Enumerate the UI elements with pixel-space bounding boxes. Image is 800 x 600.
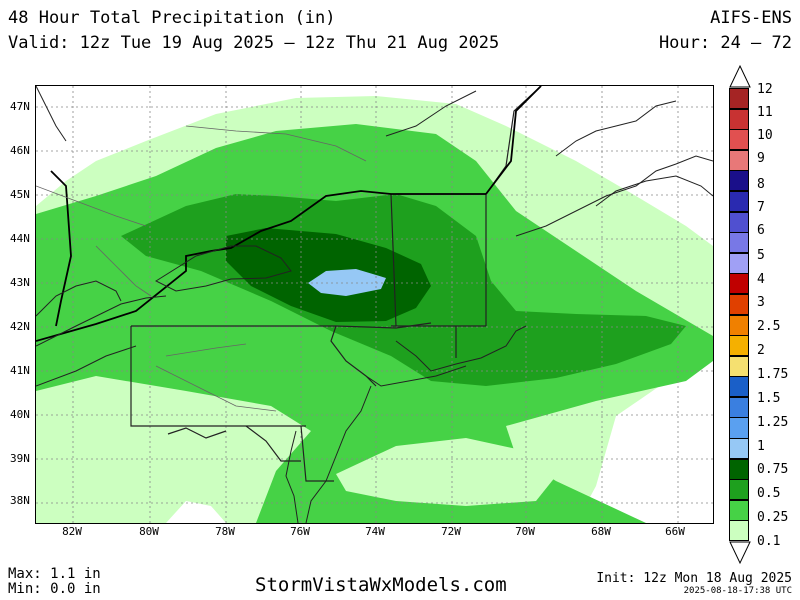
colorbar-top-arrow bbox=[729, 64, 751, 88]
colorbar-swatch bbox=[729, 252, 749, 274]
valid-period: Valid: 12z Tue 19 Aug 2025 — 12z Thu 21 … bbox=[8, 33, 500, 53]
lon-label: 66W bbox=[665, 525, 685, 538]
colorbar-label: 0.5 bbox=[757, 486, 781, 501]
colorbar-label: 2 bbox=[757, 343, 765, 358]
lat-label: 43N bbox=[10, 276, 30, 289]
colorbar-label: 12 bbox=[757, 82, 773, 97]
colorbar-label: 3 bbox=[757, 295, 765, 310]
colorbar-label: 0.75 bbox=[757, 462, 789, 477]
colorbar-label: 0.25 bbox=[757, 510, 789, 525]
colorbar-label: 8 bbox=[757, 177, 765, 192]
colorbar-label: 9 bbox=[757, 151, 765, 166]
lon-label: 70W bbox=[515, 525, 535, 538]
colorbar-label: 1 bbox=[757, 439, 765, 454]
map-title: 48 Hour Total Precipitation (in) bbox=[8, 8, 336, 28]
colorbar-swatch bbox=[729, 499, 749, 521]
colorbar-swatch bbox=[729, 458, 749, 480]
generated-timestamp: 2025-08-18-17:38 UTC bbox=[683, 586, 792, 596]
forecast-hours: Hour: 24 — 72 bbox=[658, 33, 792, 53]
colorbar-swatch bbox=[729, 314, 749, 336]
lon-label: 74W bbox=[365, 525, 385, 538]
model-name: AIFS-ENS bbox=[710, 8, 792, 28]
colorbar-swatch bbox=[729, 170, 749, 192]
colorbar-swatch bbox=[729, 479, 749, 501]
colorbar-bottom-arrow bbox=[729, 541, 751, 565]
colorbar-swatch bbox=[729, 417, 749, 439]
colorbar-swatch bbox=[729, 376, 749, 398]
lat-label: 42N bbox=[10, 320, 30, 333]
colorbar-label: 6 bbox=[757, 223, 765, 238]
colorbar-swatch bbox=[729, 520, 749, 542]
colorbar-swatch bbox=[729, 190, 749, 213]
max-value: Max: 1.1 in bbox=[8, 566, 101, 582]
colorbar-swatch bbox=[729, 211, 749, 233]
colorbar-swatch bbox=[729, 232, 749, 254]
colorbar-swatch bbox=[729, 129, 749, 151]
lat-label: 38N bbox=[10, 494, 30, 507]
colorbar-label: 1.75 bbox=[757, 367, 789, 382]
init-time: Init: 12z Mon 18 Aug 2025 bbox=[596, 571, 792, 586]
colorbar-swatch bbox=[729, 396, 749, 418]
lat-label: 40N bbox=[10, 408, 30, 421]
lat-label: 47N bbox=[10, 100, 30, 113]
colorbar-swatch bbox=[729, 293, 749, 315]
lon-label: 68W bbox=[591, 525, 611, 538]
colorbar-swatch bbox=[729, 335, 749, 357]
colorbar-label: 0.1 bbox=[757, 534, 781, 549]
colorbar-swatch bbox=[729, 438, 749, 460]
colorbar-label: 1.5 bbox=[757, 391, 781, 406]
colorbar-swatch bbox=[729, 108, 749, 130]
lon-label: 76W bbox=[290, 525, 310, 538]
lat-label: 41N bbox=[10, 364, 30, 377]
colorbar-swatch bbox=[729, 273, 749, 295]
lat-label: 46N bbox=[10, 144, 30, 157]
colorbar-label: 5 bbox=[757, 248, 765, 263]
colorbar-swatch bbox=[729, 149, 749, 171]
lon-label: 82W bbox=[62, 525, 82, 538]
lon-label: 72W bbox=[441, 525, 461, 538]
precipitation-map bbox=[35, 85, 714, 524]
min-value: Min: 0.0 in bbox=[8, 581, 101, 597]
colorbar-label: 1.25 bbox=[757, 415, 789, 430]
colorbar-label: 4 bbox=[757, 272, 765, 287]
colorbar-label: 7 bbox=[757, 200, 765, 215]
colorbar-swatch bbox=[729, 355, 749, 377]
site-link[interactable]: StormVistaWxModels.com bbox=[255, 574, 507, 596]
map-canvas bbox=[36, 86, 713, 523]
colorbar-swatch bbox=[729, 88, 749, 110]
lat-label: 39N bbox=[10, 452, 30, 465]
lon-label: 80W bbox=[139, 525, 159, 538]
lat-label: 45N bbox=[10, 188, 30, 201]
colorbar-label: 2.5 bbox=[757, 319, 781, 334]
colorbar-label: 10 bbox=[757, 128, 773, 143]
lon-label: 78W bbox=[215, 525, 235, 538]
colorbar-label: 11 bbox=[757, 105, 773, 120]
lat-label: 44N bbox=[10, 232, 30, 245]
